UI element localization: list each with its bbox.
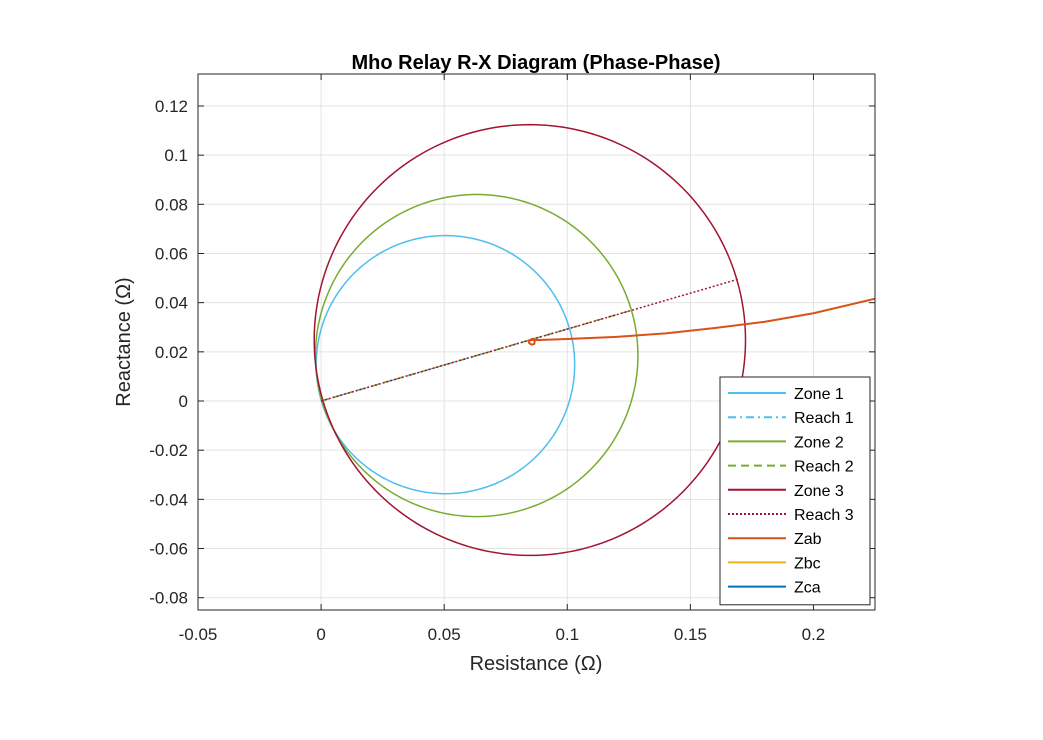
legend-label-reach-1: Reach 1 [794, 410, 854, 427]
legend-label-reach-3: Reach 3 [794, 507, 854, 524]
axes-box [197, 73, 876, 611]
legend-label-zone-1: Zone 1 [794, 386, 844, 403]
x-tick-label: 0 [316, 625, 325, 644]
legend-label-zab: Zab [794, 531, 822, 548]
y-tick-label: -0.06 [149, 540, 188, 559]
ticks: -0.05 0 0.05 0.1 0.15 0.2 -0.08 -0.06 -0.04 -0.02… [149, 74, 875, 644]
legend-label-reach-2: Reach 2 [794, 459, 854, 476]
series-group [313, 123, 875, 557]
legend-label-zone-2: Zone 2 [794, 434, 844, 451]
series-zab-line [527, 297, 875, 346]
legend-label-zbc: Zbc [794, 555, 821, 572]
x-axis-label: Resistance (Ω) [470, 653, 603, 675]
y-tick-label: -0.08 [149, 589, 188, 608]
legend-label-zone-3: Zone 3 [794, 483, 844, 500]
x-tick-label: -0.05 [179, 625, 218, 644]
chart-title: Mho Relay R-X Diagram (Phase-Phase) [352, 52, 721, 74]
y-tick-label: -0.04 [149, 490, 188, 509]
legend-label-zca: Zca [794, 580, 821, 597]
series-zone-3-line [313, 123, 747, 557]
y-tick-label: 0 [179, 392, 188, 411]
x-tick-label: 0.15 [674, 625, 707, 644]
x-tick-label: 0.05 [428, 625, 461, 644]
y-tick-label: 0.06 [155, 244, 188, 263]
y-tick-label: 0.1 [164, 146, 188, 165]
y-tick-label: 0.04 [155, 294, 188, 313]
x-tick-label: 0.2 [802, 625, 826, 644]
y-tick-label: 0.02 [155, 343, 188, 362]
y-axis-label: Reactance (Ω) [113, 277, 135, 406]
y-tick-label: 0.12 [155, 97, 188, 116]
series-reach-2-line [320, 309, 633, 402]
y-tick-label: 0.08 [155, 195, 188, 214]
legend: Zone 1 Reach 1 Zone 2 Reach 2 Zone 3 Reach 3 Z… [719, 376, 871, 606]
x-tick-label: 0.1 [555, 625, 579, 644]
y-tick-label: -0.02 [149, 441, 188, 460]
legend-box [719, 376, 871, 606]
